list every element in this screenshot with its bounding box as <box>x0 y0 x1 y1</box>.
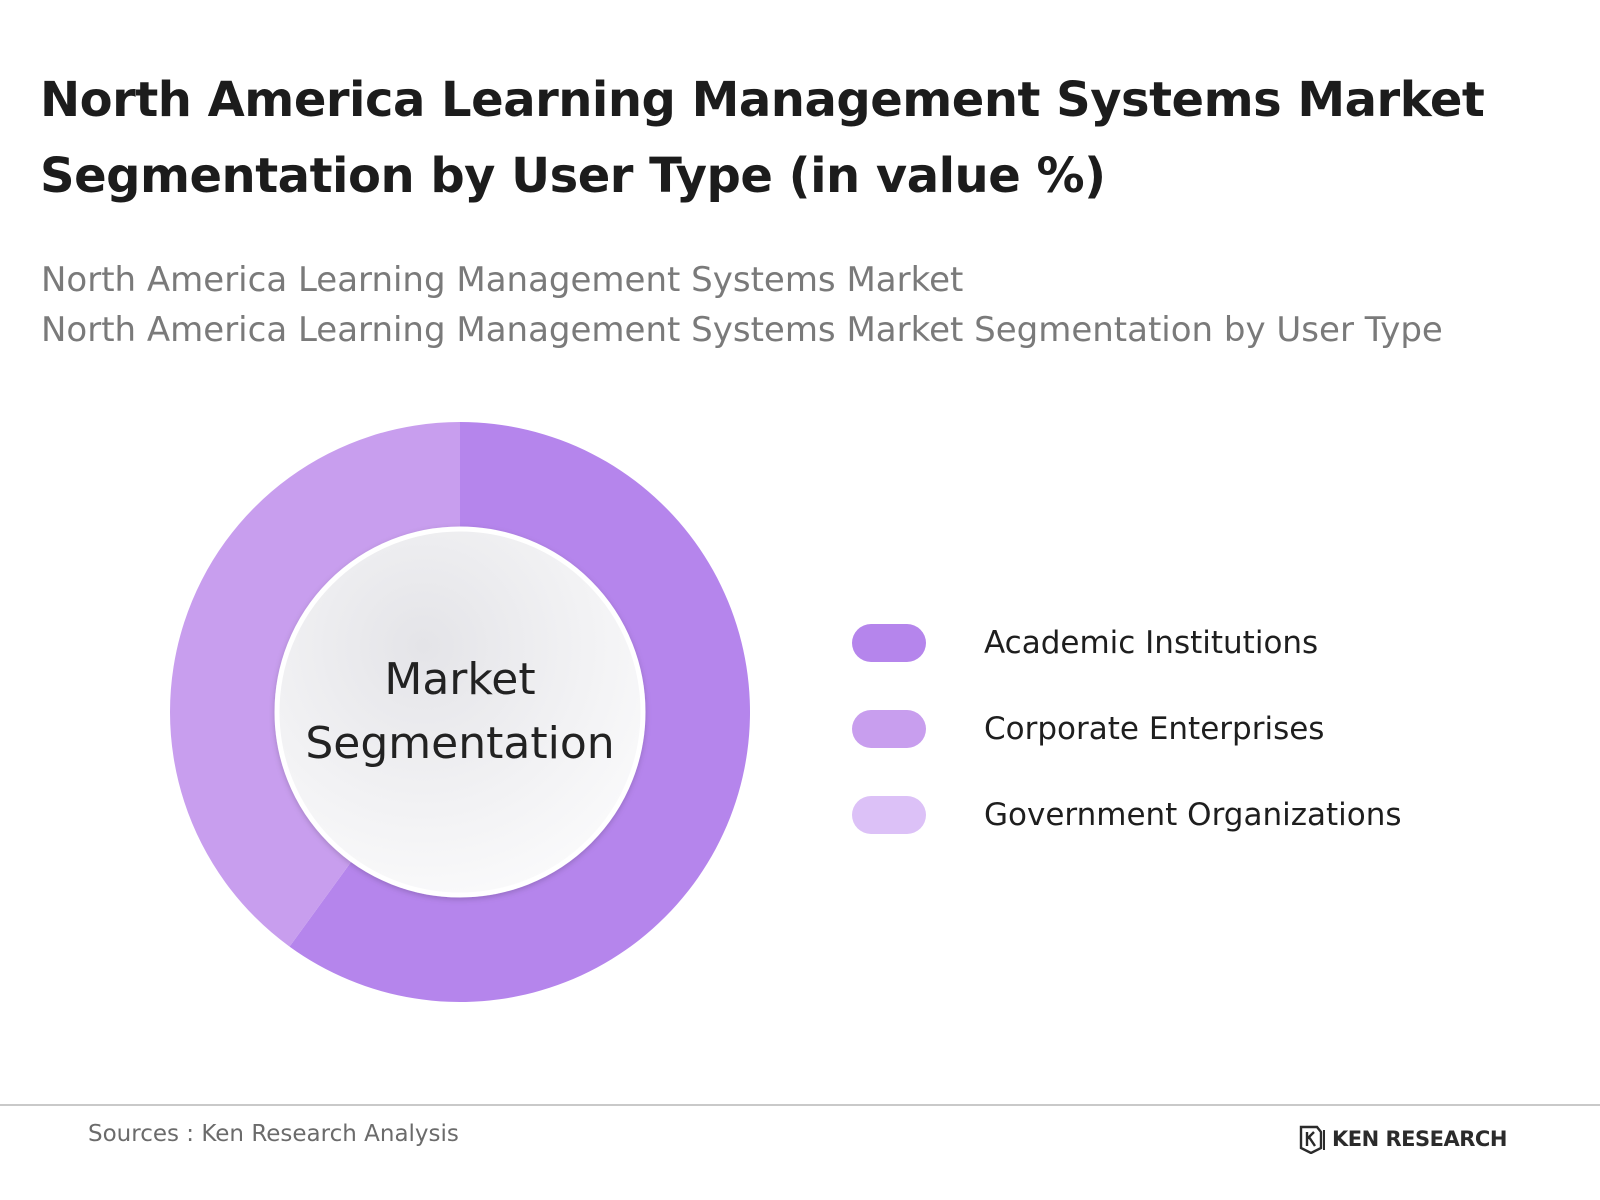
chart-legend: Academic Institutions Corporate Enterpri… <box>852 600 1552 858</box>
legend-label: Academic Institutions <box>984 625 1319 661</box>
legend-label: Government Organizations <box>984 797 1402 833</box>
donut-chart <box>150 410 770 1030</box>
brand-name: KEN RESEARCH <box>1332 1127 1507 1151</box>
subtitle-line-1: North America Learning Management System… <box>41 260 964 300</box>
footer-divider <box>0 1104 1600 1106</box>
subtitle-line-2: North America Learning Management System… <box>41 310 1443 350</box>
legend-item-academic-institutions: Academic Institutions <box>852 600 1552 686</box>
legend-swatch <box>852 624 926 662</box>
donut-chart-svg <box>170 422 750 1002</box>
sources-note: Sources : Ken Research Analysis <box>88 1121 459 1147</box>
legend-swatch <box>852 710 926 748</box>
legend-item-government-organizations: Government Organizations <box>852 772 1552 858</box>
donut-center <box>274 526 646 898</box>
chart-title: North America Learning Management System… <box>40 72 1485 204</box>
chart-subtitle: North America Learning Management System… <box>41 255 1581 355</box>
brand-logo: KEN RESEARCH <box>1298 1124 1507 1154</box>
legend-item-corporate-enterprises: Corporate Enterprises <box>852 686 1552 772</box>
legend-label: Corporate Enterprises <box>984 711 1325 747</box>
legend-swatch <box>852 796 926 834</box>
ken-research-logo-icon <box>1299 1125 1325 1154</box>
